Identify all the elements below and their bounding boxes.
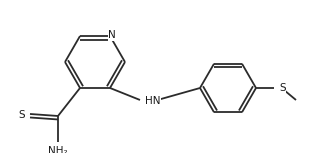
Text: HN: HN	[145, 96, 161, 106]
Text: S: S	[279, 83, 286, 93]
Text: NH₂: NH₂	[48, 146, 68, 153]
Text: N: N	[108, 30, 116, 40]
Text: S: S	[18, 110, 25, 120]
